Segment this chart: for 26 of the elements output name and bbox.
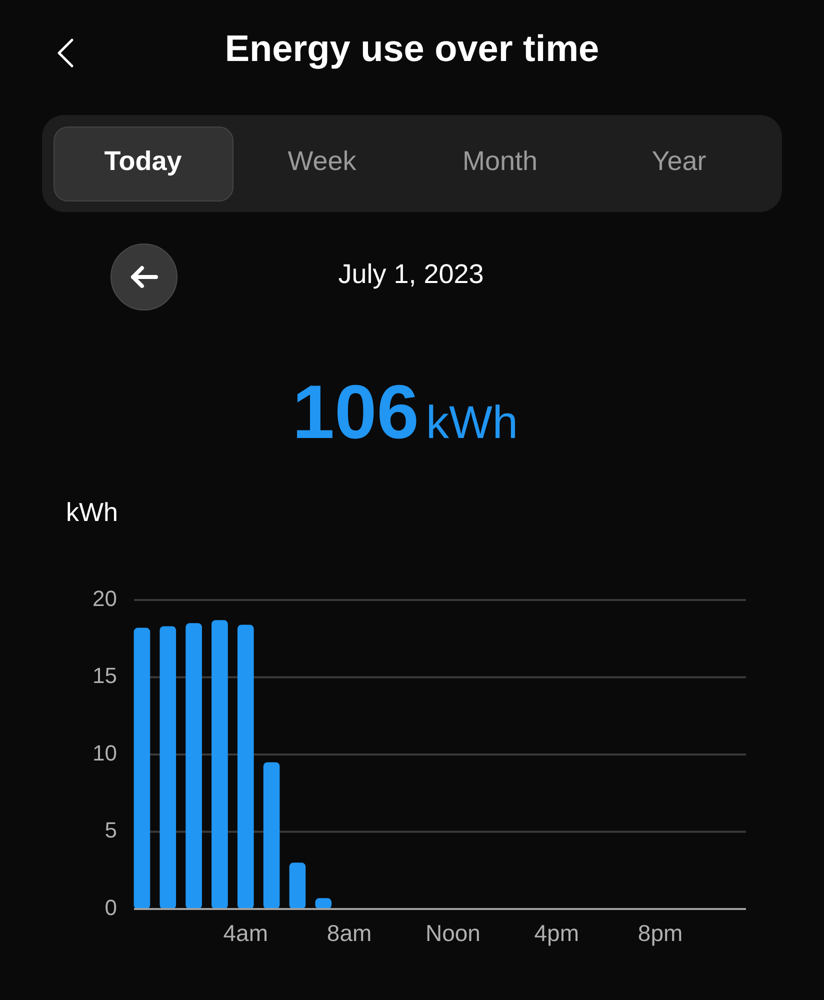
- x-tick-label: 8pm: [638, 920, 683, 946]
- bar: [212, 620, 228, 909]
- bar: [263, 762, 280, 909]
- text: Today: [104, 146, 182, 176]
- text: Year: [652, 146, 706, 176]
- text: Week: [288, 146, 357, 176]
- y-tick-label: 15: [92, 663, 117, 688]
- y-tick-label: 20: [92, 586, 117, 611]
- bar: [186, 623, 202, 909]
- x-tick-label: 8am: [326, 920, 372, 946]
- bar: [237, 624, 254, 909]
- text: 106: [292, 370, 419, 455]
- y-axis-title: kWh: [66, 496, 118, 527]
- y-tick-label: 5: [104, 818, 117, 843]
- text: kWh: [426, 396, 518, 448]
- y-tick-label: 10: [92, 740, 117, 766]
- bar: [289, 862, 306, 909]
- x-tick-label: Noon: [425, 920, 480, 946]
- chart-title: Energy use over time: [224, 28, 600, 69]
- x-tick-label: 4pm: [534, 920, 579, 946]
- bar: [160, 626, 176, 909]
- x-tick-label: 4am: [223, 920, 268, 946]
- text: Month: [462, 146, 538, 176]
- y-tick-label: 0: [104, 894, 117, 920]
- bar: [134, 628, 150, 909]
- chart-subtitle: July 1, 2023: [338, 259, 484, 290]
